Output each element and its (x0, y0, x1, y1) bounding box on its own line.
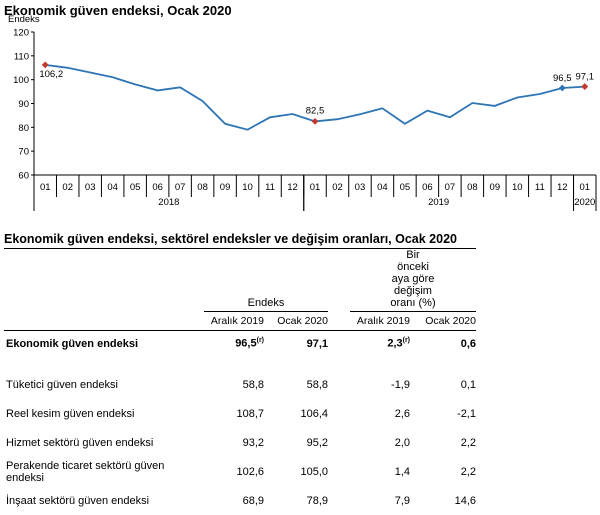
row-label: Reel kesim güven endeksi (6, 407, 135, 420)
revised-note: (r) (256, 337, 264, 345)
table-cell: 78,9 (306, 494, 328, 507)
row-label: Perakende ticaret sektörü güven endeksi (6, 459, 165, 484)
table-cell: 58,8 (306, 378, 328, 391)
table-cell: 0,1 (460, 378, 476, 391)
year-label: 2018 (158, 197, 179, 208)
x-tick-label: 01 (40, 182, 51, 193)
y-tick-label: 80 (18, 123, 29, 134)
table-cell: 2,2 (460, 436, 476, 449)
table-cell: 2,3(r) (328, 330, 410, 356)
x-tick-label: 04 (107, 182, 118, 193)
y-axis-label: Endeks (8, 14, 40, 25)
table-title: Ekonomik güven endeksi, sektörel endeksl… (4, 232, 457, 246)
x-tick-label: 01 (579, 182, 590, 193)
x-tick-label: 11 (265, 182, 275, 193)
x-tick-label: 06 (152, 182, 163, 193)
table-cell: 106,4 (300, 407, 328, 420)
x-tick-label: 12 (557, 182, 568, 193)
data-label: 82,5 (306, 105, 325, 116)
table-cell: 96,5(r) (200, 330, 264, 356)
row-label: Tüketici güven endeksi (6, 378, 118, 391)
x-tick-label: 04 (377, 182, 388, 193)
group-header-change: Bir önceki aya göre değişim oranı (%) (350, 249, 476, 312)
y-tick-label: 120 (13, 28, 29, 39)
x-tick-label: 10 (242, 182, 253, 193)
data-label: 96,5 (553, 73, 572, 84)
table-row: İnşaat sektörü güven endeksi 68,9 78,9 7… (4, 486, 476, 515)
table-cell: 2,6 (394, 407, 410, 420)
data-label: 97,1 (576, 72, 595, 83)
sub-header: Aralık 2019 (328, 312, 410, 331)
table-cell: 0,6 (410, 330, 476, 356)
data-point-marker (311, 117, 319, 125)
data-point-marker (41, 61, 49, 69)
table-cell: 108,7 (236, 407, 264, 420)
table-cell: 14,6 (454, 494, 476, 507)
x-tick-label: 03 (355, 182, 366, 193)
x-tick-label: 09 (220, 182, 231, 193)
x-tick-label: 05 (400, 182, 411, 193)
revised-note: (r) (402, 337, 410, 345)
x-tick-label: 12 (287, 182, 298, 193)
x-tick-label: 09 (490, 182, 501, 193)
row-label: Hizmet sektörü güven endeksi (6, 436, 154, 449)
row-label: Ekonomik güven endeksi (4, 330, 200, 356)
x-tick-label: 07 (445, 182, 456, 193)
table-cell: -1,9 (391, 378, 410, 391)
table-cell: 1,4 (394, 465, 410, 478)
table-cell: 2,2 (460, 465, 476, 478)
table-cell: 58,8 (242, 378, 264, 391)
x-tick-label: 06 (422, 182, 433, 193)
sub-header: Aralık 2019 (200, 312, 264, 331)
group-header-index: Endeks (204, 297, 328, 312)
table-row-main: Ekonomik güven endeksi 96,5(r) 97,1 2,3(… (4, 330, 476, 356)
x-tick-label: 07 (175, 182, 186, 193)
table-cell: 68,9 (242, 494, 264, 507)
table-row: Hizmet sektörü güven endeksi 93,2 95,2 2… (4, 428, 476, 457)
y-tick-label: 90 (18, 99, 29, 110)
x-tick-label: 10 (512, 182, 523, 193)
y-tick-label: 110 (14, 51, 29, 62)
data-point-marker (581, 83, 589, 90)
data-point-marker (558, 84, 566, 92)
sector-index-table: Endeks Bir önceki aya göre değişim oranı… (4, 248, 476, 515)
year-label: 2019 (428, 197, 449, 208)
row-label: İnşaat sektörü güven endeksi (6, 494, 150, 507)
chart-title: Ekonomik güven endeksi, Ocak 2020 (4, 3, 232, 18)
table-cell: 102,6 (236, 465, 264, 478)
table-cell: 105,0 (300, 465, 328, 478)
table-cell: -2,1 (457, 407, 476, 420)
y-tick-label: 100 (13, 75, 29, 86)
x-tick-label: 02 (62, 182, 73, 193)
sub-header: Ocak 2020 (264, 312, 328, 331)
table-cell: 93,2 (242, 436, 264, 449)
x-tick-label: 01 (310, 182, 321, 193)
table-row: Perakende ticaret sektörü güven endeksi … (4, 457, 476, 486)
data-label: 106,2 (39, 69, 63, 80)
x-tick-label: 11 (535, 182, 545, 193)
table-row: Tüketici güven endeksi 58,8 58,8 -1,9 0,… (4, 370, 476, 399)
sub-header: Ocak 2020 (410, 312, 476, 331)
table-cell: 95,2 (306, 436, 328, 449)
table-cell: 97,1 (264, 330, 328, 356)
y-tick-label: 70 (18, 147, 29, 158)
x-tick-label: 03 (85, 182, 96, 193)
x-tick-label: 08 (467, 182, 478, 193)
x-tick-label: 02 (332, 182, 343, 193)
table-cell: 7,9 (394, 494, 410, 507)
x-tick-label: 05 (130, 182, 141, 193)
year-label: 2020 (574, 197, 595, 208)
y-tick-label: 60 (18, 171, 29, 182)
table-row: Reel kesim güven endeksi 108,7 106,4 2,6… (4, 399, 476, 428)
x-tick-label: 08 (197, 182, 208, 193)
table-cell: 2,0 (394, 436, 410, 449)
